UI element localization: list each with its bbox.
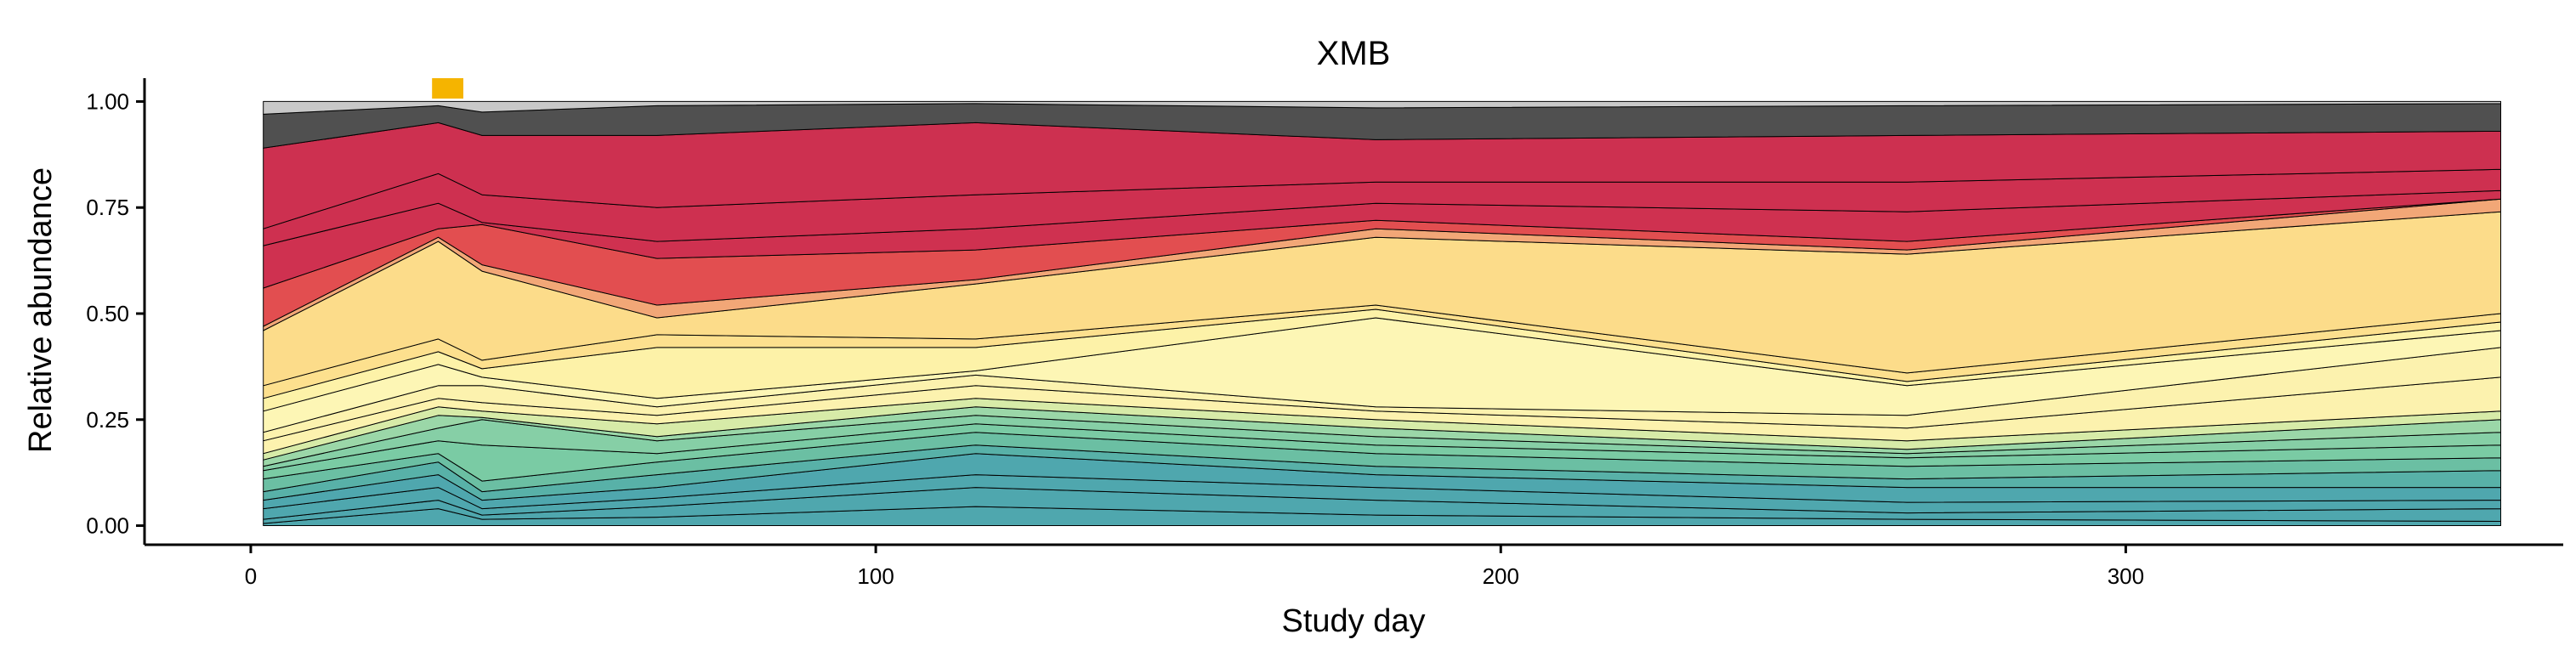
y-tick-label: 0.75	[86, 195, 129, 220]
x-tick-label: 0	[245, 563, 257, 589]
x-axis-ticks: 0 100 200 300	[245, 545, 2144, 589]
highlight-marker	[432, 78, 463, 99]
x-tick-label: 200	[1483, 563, 1519, 589]
y-tick-label: 0.00	[86, 513, 129, 539]
y-tick-label: 0.25	[86, 407, 129, 433]
y-axis-title: Relative abundance	[23, 167, 59, 453]
x-tick-label: 100	[857, 563, 894, 589]
highlight-marker-group	[432, 78, 463, 99]
x-axis-title: Study day	[1282, 603, 1426, 639]
chart-title: XMB	[1317, 35, 1391, 72]
y-tick-label: 0.50	[86, 301, 129, 326]
stacked-areas	[263, 100, 2501, 526]
y-axis-ticks: 0.00 0.25 0.50 0.75 1.00	[86, 88, 145, 539]
x-tick-label: 300	[2108, 563, 2144, 589]
area-band-23	[263, 100, 2501, 115]
y-tick-label: 1.00	[86, 88, 129, 114]
